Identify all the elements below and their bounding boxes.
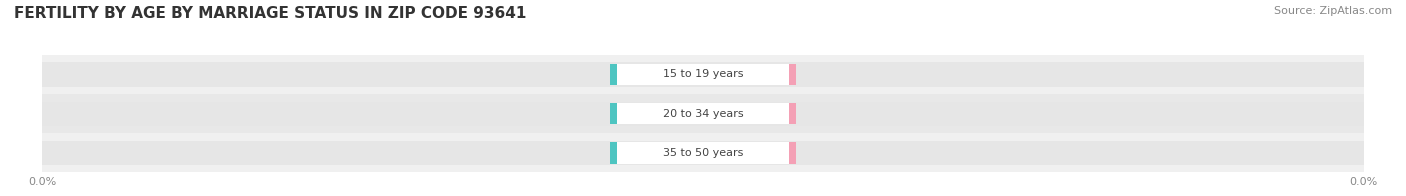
Text: 0.0%: 0.0%: [638, 148, 669, 158]
Bar: [0, 102, 703, 126]
Bar: [610, 142, 696, 164]
Bar: [703, 62, 1406, 87]
Bar: [617, 64, 789, 85]
Bar: [610, 103, 696, 124]
Text: 20 to 34 years: 20 to 34 years: [662, 109, 744, 119]
Text: 0.0%: 0.0%: [737, 148, 768, 158]
Text: 0.0%: 0.0%: [638, 69, 669, 80]
Bar: [42, 133, 1364, 172]
Text: 0.0%: 0.0%: [737, 109, 768, 119]
Bar: [710, 64, 796, 85]
Bar: [710, 142, 796, 164]
Bar: [42, 55, 1364, 94]
Bar: [0, 141, 703, 165]
Text: FERTILITY BY AGE BY MARRIAGE STATUS IN ZIP CODE 93641: FERTILITY BY AGE BY MARRIAGE STATUS IN Z…: [14, 6, 526, 21]
Bar: [710, 103, 796, 124]
Text: 0.0%: 0.0%: [737, 69, 768, 80]
Bar: [617, 142, 789, 164]
Bar: [703, 102, 1406, 126]
Bar: [617, 103, 789, 124]
Text: 35 to 50 years: 35 to 50 years: [662, 148, 744, 158]
Text: Source: ZipAtlas.com: Source: ZipAtlas.com: [1274, 6, 1392, 16]
Text: 15 to 19 years: 15 to 19 years: [662, 69, 744, 80]
Bar: [703, 141, 1406, 165]
Bar: [0, 62, 703, 87]
Bar: [610, 64, 696, 85]
Text: 0.0%: 0.0%: [638, 109, 669, 119]
Bar: [42, 94, 1364, 133]
